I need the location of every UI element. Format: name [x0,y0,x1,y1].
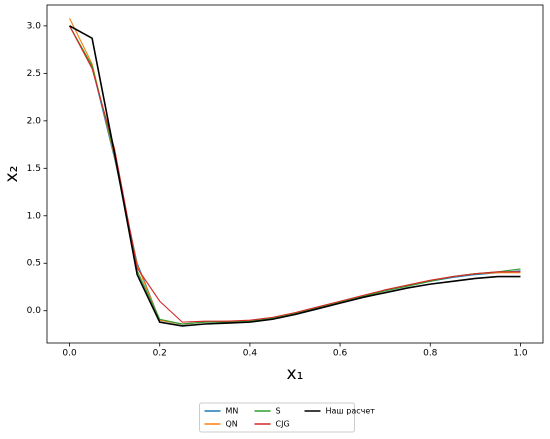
legend-label: S [276,407,281,416]
x-tick-label: 0.2 [153,349,167,359]
legend-label: CJG [276,420,290,429]
y-tick-label: 1.5 [27,164,41,174]
y-axis-label: x₂ [2,166,22,183]
x-tick-label: 0.0 [62,349,77,359]
data-line [69,25,521,323]
data-line [69,25,521,325]
legend-label: Наш расчет [326,407,376,416]
y-tick-label: 2.5 [27,69,41,79]
y-tick-label: 2.0 [27,116,42,126]
y-tick-label: 1.0 [27,211,42,221]
x-tick-label: 0.6 [333,349,348,359]
x-tick-label: 0.4 [243,349,258,359]
y-tick-label: 0.0 [27,306,42,316]
x-axis-label: x₁ [287,364,304,384]
legend-label: QN [226,420,238,429]
plot-frame [46,4,544,344]
data-line [69,25,521,327]
data-line [69,18,521,325]
y-tick-label: 3.0 [27,21,42,31]
y-tick-label: 0.5 [27,259,41,269]
x-tick-label: 0.8 [423,349,438,359]
x-tick-label: 1.0 [513,349,528,359]
data-line [69,25,521,325]
legend-label: MN [226,407,239,416]
